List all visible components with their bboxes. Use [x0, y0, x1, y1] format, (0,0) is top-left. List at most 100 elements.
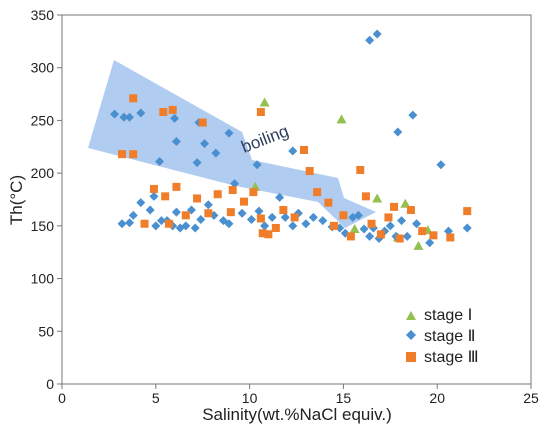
legend-stage3-label: stage Ⅲ	[424, 349, 479, 366]
y-tick-label: 100	[31, 271, 55, 287]
stage3-point	[159, 107, 168, 116]
stage3-point	[249, 188, 258, 197]
stage2-point	[181, 221, 191, 231]
stage2-point	[196, 215, 206, 225]
boiling-annotation: boiling	[239, 121, 292, 156]
legend-stage1-marker	[406, 311, 416, 320]
stage2-point	[110, 109, 120, 119]
stage3-point	[356, 165, 365, 174]
stage2-point	[402, 231, 412, 241]
stage3-point	[129, 150, 138, 159]
stage3-point	[367, 219, 376, 228]
y-axis-title: Th(°C)	[7, 175, 26, 225]
stage3-point	[324, 198, 333, 207]
stage2-point	[267, 212, 277, 222]
stage3-point	[161, 192, 170, 201]
stage2-point	[200, 139, 210, 149]
stage3-point	[239, 197, 248, 206]
stage2-point	[301, 219, 311, 229]
stage3-point	[346, 232, 355, 241]
data-points	[110, 29, 472, 250]
stage3-point	[376, 230, 385, 239]
stage3-point	[446, 233, 455, 242]
stage2-point	[412, 219, 422, 229]
boiling-arrow: boiling	[88, 60, 376, 228]
x-tick-label: 15	[336, 390, 352, 406]
stage3-point	[140, 219, 149, 228]
stage2-point	[393, 127, 403, 137]
stage2-point	[288, 221, 298, 231]
stage3-point	[256, 107, 265, 116]
legend-stage2-label: stage Ⅱ	[424, 328, 475, 345]
stage2-point	[237, 208, 247, 218]
y-tick-label: 150	[31, 218, 55, 234]
stage3-point	[406, 206, 415, 215]
stage2-point	[359, 224, 369, 234]
stage3-point	[418, 227, 427, 236]
y-tick-label: 250	[31, 112, 55, 128]
legend-stage2-marker	[406, 330, 416, 340]
stage2-point	[145, 205, 155, 215]
stage2-point	[288, 146, 298, 156]
stage2-point	[125, 112, 135, 122]
legend: stage Ⅰ stage Ⅱ stage Ⅲ	[406, 307, 479, 366]
stage1-point	[413, 240, 424, 250]
stage2-point	[171, 137, 181, 147]
x-tick-label: 20	[429, 390, 445, 406]
stage3-point	[300, 145, 309, 154]
stage3-point	[172, 182, 181, 191]
stage2-point	[155, 157, 165, 167]
stage2-point	[192, 158, 202, 168]
stage2-point	[443, 226, 453, 236]
stage2-point	[203, 200, 213, 210]
stage2-point	[117, 219, 127, 229]
plot-area	[61, 14, 532, 385]
x-tick-label: 0	[58, 390, 66, 406]
stage3-point	[264, 230, 273, 239]
stage2-point	[353, 210, 363, 220]
stage3-point	[213, 190, 222, 199]
stage2-point	[385, 221, 395, 231]
stage2-point	[224, 128, 234, 138]
x-axis-title: Salinity(wt.%NaCl equiv.)	[202, 405, 392, 424]
plot-frame	[61, 14, 532, 385]
stage2-point	[365, 231, 375, 241]
stage3-point	[279, 206, 288, 215]
stage1-point	[349, 224, 360, 234]
stage2-point	[408, 110, 418, 120]
stage3-point	[181, 211, 190, 220]
stage3-point	[258, 229, 267, 238]
stage2-point	[372, 29, 382, 39]
stage2-point	[230, 179, 240, 189]
stage2-point	[252, 160, 262, 170]
stage3-point	[198, 118, 207, 127]
y-tick-label: 350	[31, 7, 55, 23]
stage1-point	[336, 114, 347, 124]
stage2-point	[275, 192, 285, 202]
stage2-point	[318, 216, 328, 226]
stage3-point	[168, 105, 177, 114]
stage2-point	[254, 206, 264, 216]
stage3-point	[390, 202, 399, 211]
stage3-point	[256, 214, 265, 223]
stage2-point	[436, 160, 446, 170]
stage3-point	[204, 209, 213, 218]
stage3-point	[149, 184, 158, 193]
x-tick-label: 5	[152, 390, 160, 406]
stage3-point	[361, 192, 370, 201]
stage3-point	[118, 150, 127, 159]
stage3-point	[429, 231, 438, 240]
y-tick-label: 0	[46, 376, 54, 392]
stage2-point	[397, 216, 407, 226]
stage3-point	[228, 186, 237, 195]
stage2-point	[136, 198, 146, 208]
stage2-point	[156, 216, 166, 226]
stage3-point	[305, 167, 314, 176]
legend-stage3-marker	[406, 352, 416, 362]
stage3-point	[129, 94, 138, 103]
stage3-point	[290, 213, 299, 222]
stage2-point	[211, 148, 221, 158]
stage2-point	[128, 210, 138, 220]
stage2-point	[308, 212, 318, 222]
